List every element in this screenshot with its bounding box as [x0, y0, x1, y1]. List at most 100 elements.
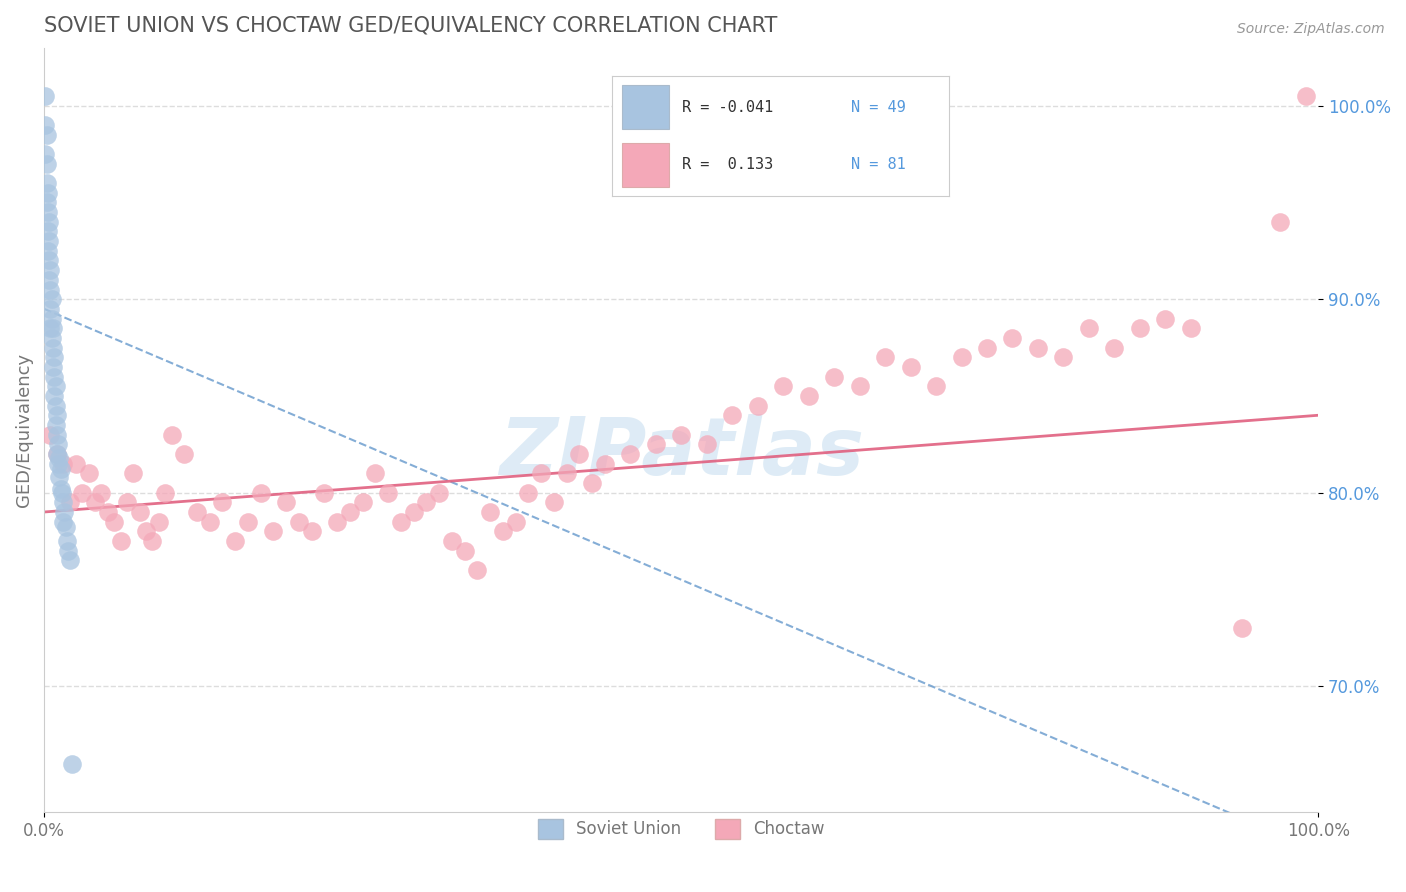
Point	[44, 350, 66, 364]
Point	[103, 515, 125, 529]
Point	[37, 205, 59, 219]
Text: SOVIET UNION VS CHOCTAW GED/EQUIVALENCY CORRELATION CHART: SOVIET UNION VS CHOCTAW GED/EQUIVALENCY …	[44, 15, 778, 35]
Point	[55, 520, 77, 534]
Point	[37, 186, 59, 200]
Point	[339, 505, 361, 519]
Point	[53, 505, 76, 519]
Point	[644, 437, 666, 451]
Point	[823, 369, 845, 384]
Point	[402, 505, 425, 519]
Point	[35, 128, 58, 142]
Point	[56, 534, 79, 549]
Point	[555, 467, 578, 481]
Point	[669, 427, 692, 442]
Text: Source: ZipAtlas.com: Source: ZipAtlas.com	[1237, 22, 1385, 37]
Point	[288, 515, 311, 529]
Point	[58, 495, 80, 509]
Point	[34, 118, 56, 132]
Point	[42, 359, 65, 374]
Point	[45, 409, 67, 423]
Point	[427, 485, 450, 500]
Point	[696, 437, 718, 451]
Point	[976, 341, 998, 355]
Point	[276, 495, 298, 509]
Point	[1180, 321, 1202, 335]
Point	[51, 485, 73, 500]
Point	[517, 485, 540, 500]
Point	[505, 515, 527, 529]
Point	[415, 495, 437, 509]
Point	[39, 283, 62, 297]
Point	[49, 482, 72, 496]
Point	[492, 524, 515, 539]
Point	[173, 447, 195, 461]
Point	[44, 389, 66, 403]
Point	[186, 505, 208, 519]
Point	[873, 350, 896, 364]
Point	[52, 457, 75, 471]
Point	[440, 534, 463, 549]
Text: N = 81: N = 81	[851, 157, 905, 172]
Point	[39, 321, 62, 335]
Point	[42, 321, 65, 335]
Point	[1129, 321, 1152, 335]
Point	[568, 447, 591, 461]
Point	[1052, 350, 1074, 364]
Point	[122, 467, 145, 481]
Point	[900, 359, 922, 374]
Point	[581, 475, 603, 490]
Point	[453, 543, 475, 558]
Point	[45, 447, 67, 461]
Point	[72, 485, 94, 500]
Point	[593, 457, 616, 471]
Point	[148, 515, 170, 529]
Text: N = 49: N = 49	[851, 100, 905, 115]
Point	[35, 157, 58, 171]
Point	[45, 417, 67, 432]
Point	[301, 524, 323, 539]
Point	[1077, 321, 1099, 335]
Point	[37, 244, 59, 258]
Point	[1104, 341, 1126, 355]
Point	[128, 505, 150, 519]
Point	[41, 311, 63, 326]
Point	[236, 515, 259, 529]
Point	[925, 379, 948, 393]
Point	[211, 495, 233, 509]
Point	[619, 447, 641, 461]
Point	[1001, 331, 1024, 345]
Point	[950, 350, 973, 364]
Point	[52, 515, 75, 529]
Point	[45, 427, 67, 442]
Point	[314, 485, 336, 500]
Point	[352, 495, 374, 509]
Point	[389, 515, 412, 529]
Point	[58, 543, 80, 558]
Point	[1154, 311, 1177, 326]
Point	[34, 147, 56, 161]
Point	[38, 234, 60, 248]
Point	[153, 485, 176, 500]
Point	[160, 427, 183, 442]
Text: R = -0.041: R = -0.041	[682, 100, 773, 115]
Text: ZIPatlas: ZIPatlas	[499, 414, 863, 491]
Y-axis label: GED/Equivalency: GED/Equivalency	[15, 352, 32, 507]
Point	[52, 495, 75, 509]
Bar	[621, 144, 669, 186]
Point	[377, 485, 399, 500]
Point	[45, 447, 67, 461]
Point	[364, 467, 387, 481]
Point	[35, 195, 58, 210]
Point	[38, 215, 60, 229]
Point	[479, 505, 502, 519]
Point	[747, 399, 769, 413]
Point	[772, 379, 794, 393]
Point	[1295, 89, 1317, 103]
Point	[848, 379, 870, 393]
Point	[141, 534, 163, 549]
Point	[39, 427, 62, 442]
Point	[110, 534, 132, 549]
Point	[530, 467, 553, 481]
Point	[90, 485, 112, 500]
Point	[39, 301, 62, 316]
